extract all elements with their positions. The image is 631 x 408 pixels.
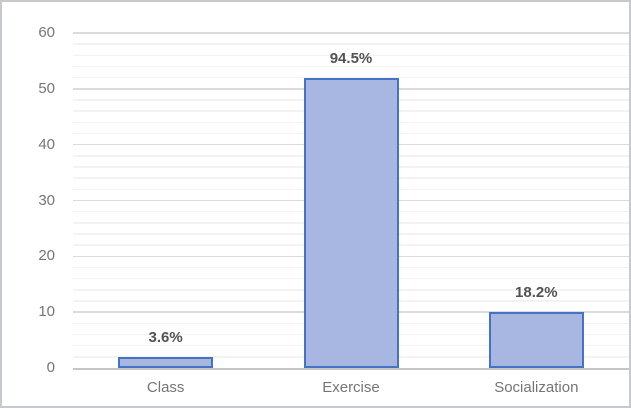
- bar-value-label: 94.5%: [329, 49, 373, 67]
- plot-area: 3.6% 94.5% 18.2%: [73, 32, 629, 370]
- y-axis-tick-label: 20: [38, 247, 55, 265]
- y-axis-tick-label: 60: [38, 24, 55, 41]
- x-axis-category-label: Socialization: [494, 379, 579, 396]
- minor-gridline: [73, 65, 629, 68]
- major-gridline: [73, 32, 629, 34]
- x-axis-category-label: Exercise: [322, 379, 380, 396]
- y-axis-tick-label: 0: [46, 359, 55, 376]
- y-axis-tick-label: 30: [38, 191, 55, 209]
- minor-gridline: [73, 76, 629, 79]
- bar: [488, 312, 584, 368]
- y-axis-tick-label: 50: [38, 79, 55, 97]
- bar: [303, 77, 399, 368]
- bar: [118, 356, 214, 368]
- y-axis-tick-label: 40: [38, 135, 55, 153]
- bar-value-label: 3.6%: [148, 328, 183, 346]
- minor-gridline: [73, 43, 629, 45]
- x-axis: Class Exercise Socialization: [73, 378, 629, 402]
- minor-gridline: [73, 54, 629, 57]
- bar-value-label: 18.2%: [515, 284, 558, 302]
- x-axis-category-label: Class: [146, 379, 185, 396]
- y-axis: 0 10 20 30 40 50 60: [2, 24, 55, 376]
- y-axis-tick-label: 10: [38, 303, 55, 321]
